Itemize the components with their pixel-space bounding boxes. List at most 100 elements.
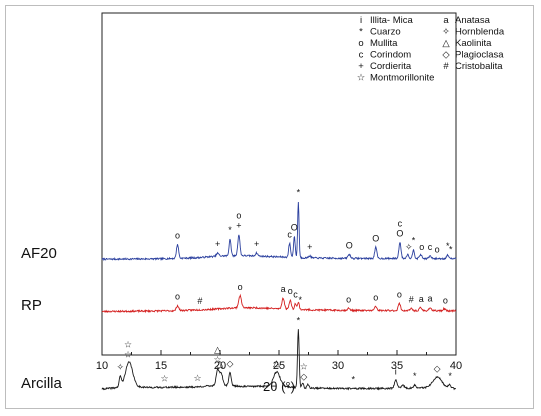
x-tick-label: 35: [391, 360, 403, 372]
peak-symbol: *: [297, 316, 301, 326]
series-line-arcilla: [101, 329, 457, 391]
peak-annotation: o: [288, 286, 293, 296]
legend-symbol: △: [442, 38, 450, 49]
peak-symbol: c: [293, 289, 298, 299]
peak-symbol: o: [288, 286, 293, 296]
legend-label: Hornblenda: [455, 27, 505, 38]
peak-annotation: c: [428, 242, 433, 252]
peak-annotation: Oc: [396, 219, 403, 239]
peak-symbol: +: [236, 221, 241, 231]
peak-symbol: ◇: [434, 363, 441, 373]
legend-entry: ◇ Plagioclasa: [442, 50, 504, 61]
peak-symbol: o: [238, 282, 243, 292]
peak-symbol: c: [428, 242, 433, 252]
peak-annotation: △: [273, 358, 280, 368]
legend-entry: + Cordierita: [358, 61, 412, 72]
peak-annotation: +: [215, 239, 220, 249]
peak-symbol: △: [273, 358, 280, 368]
peak-annotation: o: [419, 242, 424, 252]
peak-symbol: o: [397, 290, 402, 300]
legend-entry: * Cuarzo: [359, 27, 400, 38]
peak-symbol: ☆: [124, 349, 132, 359]
peak-symbol: *: [297, 188, 301, 198]
peak-annotation: *: [448, 371, 452, 381]
peak-symbol: *: [446, 241, 450, 251]
peak-symbol: ☆: [194, 373, 202, 383]
peak-symbol: *: [448, 371, 452, 381]
peak-annotation: c: [287, 229, 292, 239]
legend-entry: ✧ Hornblenda: [442, 27, 505, 38]
x-tick-label: 30: [332, 360, 344, 372]
peak-annotation: +: [254, 239, 259, 249]
peak-annotation: a: [419, 294, 424, 304]
peak-annotation: ✧: [405, 242, 413, 252]
peak-annotation: *: [449, 245, 453, 255]
series-label-rp: RP: [21, 297, 42, 314]
peak-symbol: ☆: [124, 339, 132, 349]
peak-annotation: ☆: [194, 373, 202, 383]
peak-symbol: △: [217, 359, 224, 369]
peak-annotation: c: [293, 289, 298, 299]
peak-annotation: *: [412, 236, 416, 246]
peak-symbol: O: [346, 240, 353, 250]
series-line-af20: [101, 202, 457, 262]
peak-symbol: O: [291, 223, 298, 233]
peak-symbol: O: [372, 233, 379, 243]
peak-annotation: +: [307, 242, 312, 252]
peak-annotation: o: [346, 294, 351, 304]
peak-annotation: #: [197, 296, 202, 306]
peak-symbol: *: [298, 295, 302, 305]
xrd-chart: o+* +o+cO*+ OO Oc✧*o c o * *o #o a o c* o o o# a a o✧☆☆☆ ☆…: [21, 12, 505, 394]
legend-symbol: c: [359, 50, 364, 61]
x-axis-label: 2θ (°): [263, 379, 295, 394]
legend-label: Plagioclasa: [455, 50, 504, 61]
legend-label: Corindom: [370, 50, 411, 61]
legend-label: Illita- Mica: [370, 15, 413, 26]
x-tick-label: 10: [96, 360, 108, 372]
legend-label: Cordierita: [370, 61, 412, 72]
peak-annotation: a: [281, 284, 286, 294]
peak-annotation: *: [413, 371, 417, 381]
legend-label: Mullita: [370, 38, 398, 49]
peak-annotation: *: [352, 375, 356, 385]
peak-annotation: *: [228, 225, 232, 235]
peak-annotation: ◇: [434, 363, 441, 373]
peak-symbol: o: [236, 211, 241, 221]
peak-annotation: O: [372, 233, 379, 243]
peak-symbol: *: [352, 375, 356, 385]
peak-annotation: *: [298, 295, 302, 305]
peak-symbol: o: [419, 242, 424, 252]
legend-label: Kaolinita: [455, 38, 492, 49]
peak-annotations: o+* +o+cO*+ OO Oc✧*o c o * *o #o a o c* o o o# a a o✧☆☆☆ ☆…: [117, 188, 453, 385]
peak-annotation: *: [446, 241, 450, 251]
x-tick-label: 20: [214, 360, 226, 372]
peak-symbol: c: [398, 219, 403, 229]
peak-annotation: o: [443, 296, 448, 306]
legend-label: Cuarzo: [370, 27, 401, 38]
peak-annotation: a: [427, 294, 432, 304]
legend-entry: # Cristobalita: [443, 61, 503, 72]
legend-label: Cristobalita: [455, 61, 503, 72]
peak-annotation: o: [373, 293, 378, 303]
peak-symbol: +: [215, 239, 220, 249]
legend-symbol: #: [443, 61, 449, 72]
peak-annotation: O: [291, 223, 298, 233]
legend-label: Montmorillonite: [370, 73, 434, 84]
peak-symbol: #: [409, 295, 414, 305]
legend-entry: a Anatasa: [443, 15, 490, 26]
peak-symbol: #: [197, 296, 202, 306]
peak-annotation: ☆☆: [124, 339, 132, 359]
legend-label: Anatasa: [455, 15, 491, 26]
legend-entry: ☆ Montmorillonite: [357, 73, 435, 84]
peak-annotation: +o: [236, 211, 241, 231]
peak-symbol: o: [346, 294, 351, 304]
peak-symbol: *: [413, 371, 417, 381]
peak-symbol: o: [373, 293, 378, 303]
peak-annotation: i: [395, 366, 397, 376]
series-label-af20: AF20: [21, 245, 57, 262]
legend-symbol: ◇: [442, 50, 450, 61]
peak-symbol: +: [254, 239, 259, 249]
peak-annotation: O: [346, 240, 353, 250]
peak-symbol: ☆: [160, 373, 168, 383]
